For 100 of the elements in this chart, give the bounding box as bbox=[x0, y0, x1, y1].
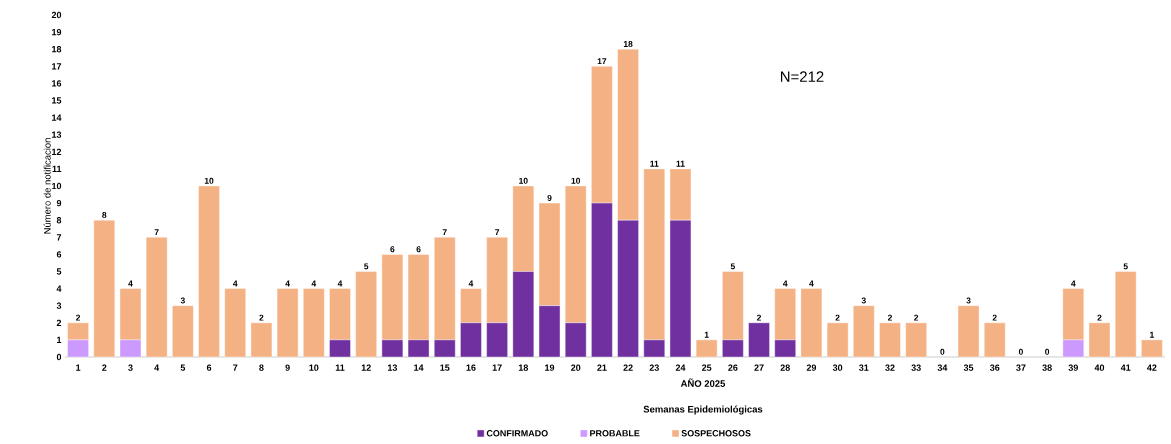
y-tick-label: 3 bbox=[56, 302, 62, 309]
x-tick-label: 3 bbox=[128, 364, 133, 371]
total-label: 2 bbox=[76, 314, 81, 321]
total-label: 2 bbox=[914, 314, 919, 321]
x-tick-label: 25 bbox=[701, 364, 712, 371]
bar bbox=[198, 185, 220, 358]
x-tick-label: 21 bbox=[597, 364, 607, 371]
total-label: 4 bbox=[128, 280, 133, 287]
total-label: 4 bbox=[468, 280, 474, 287]
y-tick-label: 9 bbox=[56, 199, 62, 207]
bar bbox=[905, 322, 927, 358]
bar bbox=[145, 237, 168, 358]
x-tick-label: 33 bbox=[911, 364, 921, 371]
x-tick-label: 35 bbox=[963, 364, 974, 371]
x-tick-label: 15 bbox=[440, 364, 450, 371]
x-tick-label: 28 bbox=[780, 364, 790, 371]
y-tick-label: 1 bbox=[57, 336, 62, 343]
x-tick-label: 9 bbox=[285, 364, 290, 371]
legend-label: CONFIRMADO bbox=[486, 430, 548, 437]
x-tick-label: 19 bbox=[545, 364, 555, 371]
x-tick-label: 34 bbox=[937, 364, 948, 371]
bar bbox=[826, 322, 849, 358]
total-label: 2 bbox=[992, 314, 997, 321]
y-tick-label: 19 bbox=[52, 28, 62, 36]
total-label: 3 bbox=[966, 297, 971, 304]
x-tick-label: 18 bbox=[518, 364, 529, 371]
y-tick-label: 11 bbox=[52, 165, 62, 172]
total-label: 6 bbox=[416, 246, 421, 253]
total-label: 2 bbox=[259, 314, 264, 321]
y-tick-label: 6 bbox=[56, 251, 62, 258]
total-label: 18 bbox=[623, 41, 633, 47]
total-label: 17 bbox=[597, 58, 607, 65]
total-label: 5 bbox=[1123, 263, 1128, 270]
bar bbox=[853, 305, 875, 358]
x-tick-label: 36 bbox=[989, 364, 1000, 371]
x-tick-label: 26 bbox=[728, 364, 738, 371]
bar bbox=[93, 220, 115, 358]
total-label: 4 bbox=[233, 280, 238, 287]
bar bbox=[1088, 322, 1111, 358]
bar bbox=[1115, 271, 1137, 358]
x-tick-label: 13 bbox=[387, 364, 398, 371]
x-tick-label: 20 bbox=[571, 364, 581, 371]
y-tick-label: 7 bbox=[56, 234, 62, 241]
x-tick-label: 24 bbox=[675, 364, 686, 371]
x-tick-label: 11 bbox=[335, 364, 345, 371]
x-tick-label: 37 bbox=[1016, 364, 1026, 371]
total-label: 7 bbox=[495, 229, 500, 236]
y-tick-label: 5 bbox=[56, 268, 62, 275]
legend-label: PROBABLE bbox=[590, 430, 640, 437]
total-label: 4 bbox=[337, 280, 343, 287]
bar bbox=[984, 322, 1006, 358]
total-label: 3 bbox=[861, 297, 866, 304]
total-label: 0 bbox=[940, 348, 945, 355]
total-label: 1 bbox=[1150, 331, 1154, 338]
x-tick-label: 8 bbox=[259, 364, 264, 371]
x-tick-label: 30 bbox=[832, 364, 843, 371]
x-tick-label: 32 bbox=[885, 364, 895, 371]
x-tick-label: 22 bbox=[623, 364, 633, 371]
total-label: 11 bbox=[650, 160, 659, 167]
bar bbox=[355, 271, 377, 358]
y-tick-label: 8 bbox=[56, 217, 62, 224]
total-label: 4 bbox=[285, 280, 290, 287]
bar bbox=[800, 288, 823, 358]
bar bbox=[695, 339, 718, 358]
total-label: 2 bbox=[756, 314, 762, 321]
annotation: N=212 bbox=[780, 71, 824, 82]
x-tick-label: 1 bbox=[76, 364, 81, 371]
y-tick-label: 15 bbox=[52, 97, 62, 104]
y-tick-label: 10 bbox=[52, 182, 62, 190]
bar bbox=[303, 288, 325, 358]
x-tick-label: 6 bbox=[206, 364, 212, 371]
y-axis-title: Número de notificacion bbox=[43, 138, 51, 234]
total-label: 1 bbox=[704, 331, 709, 338]
x-tick-label: 12 bbox=[361, 364, 371, 371]
bar bbox=[957, 305, 980, 358]
x-tick-label: 31 bbox=[859, 364, 869, 371]
total-label: 7 bbox=[442, 229, 447, 236]
total-label: 9 bbox=[547, 194, 552, 201]
x-tick-label: 27 bbox=[754, 364, 764, 371]
total-label: 5 bbox=[730, 263, 735, 270]
total-label: 2 bbox=[887, 314, 892, 321]
total-label: 2 bbox=[835, 314, 840, 321]
x-tick-label: 5 bbox=[180, 364, 186, 371]
x-tick-label: 41 bbox=[1120, 364, 1131, 371]
bar bbox=[224, 288, 246, 358]
x-axis-title: Semanas Epidemiológicas bbox=[643, 405, 763, 415]
y-tick-label: 13 bbox=[52, 131, 62, 138]
total-label: 4 bbox=[809, 280, 814, 287]
bar bbox=[1141, 339, 1163, 358]
x-tick-label: 40 bbox=[1094, 364, 1105, 371]
x-tick-label: 17 bbox=[492, 364, 502, 371]
total-label: 6 bbox=[390, 246, 395, 253]
y-tick-label: 0 bbox=[56, 353, 62, 361]
y-tick-label: 17 bbox=[52, 63, 62, 70]
x-tick-label: 10 bbox=[309, 364, 319, 371]
total-label: 7 bbox=[154, 229, 159, 236]
total-label: 10 bbox=[571, 177, 581, 184]
x-tick-label: 42 bbox=[1147, 364, 1157, 371]
total-label: 5 bbox=[364, 263, 369, 270]
total-label: 10 bbox=[519, 177, 528, 184]
